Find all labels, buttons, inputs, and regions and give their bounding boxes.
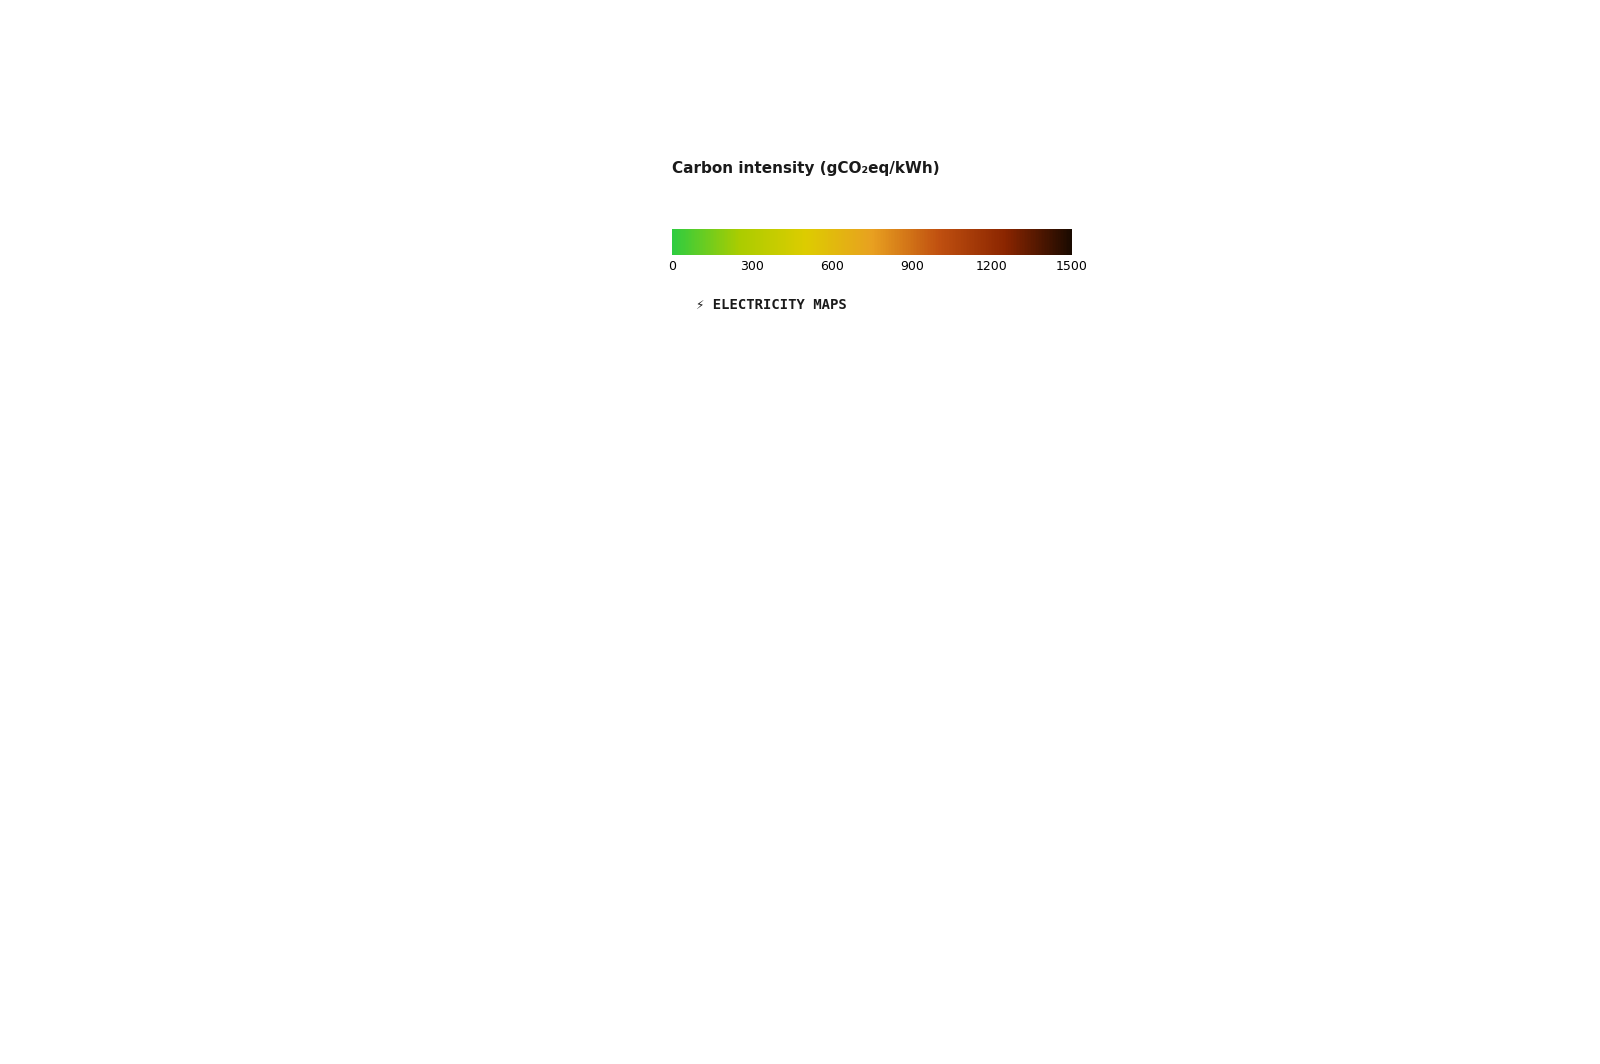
Text: Carbon intensity (gCO₂eq/kWh): Carbon intensity (gCO₂eq/kWh) xyxy=(672,161,939,176)
Text: ⚡ ELECTRICITY MAPS: ⚡ ELECTRICITY MAPS xyxy=(696,298,846,312)
